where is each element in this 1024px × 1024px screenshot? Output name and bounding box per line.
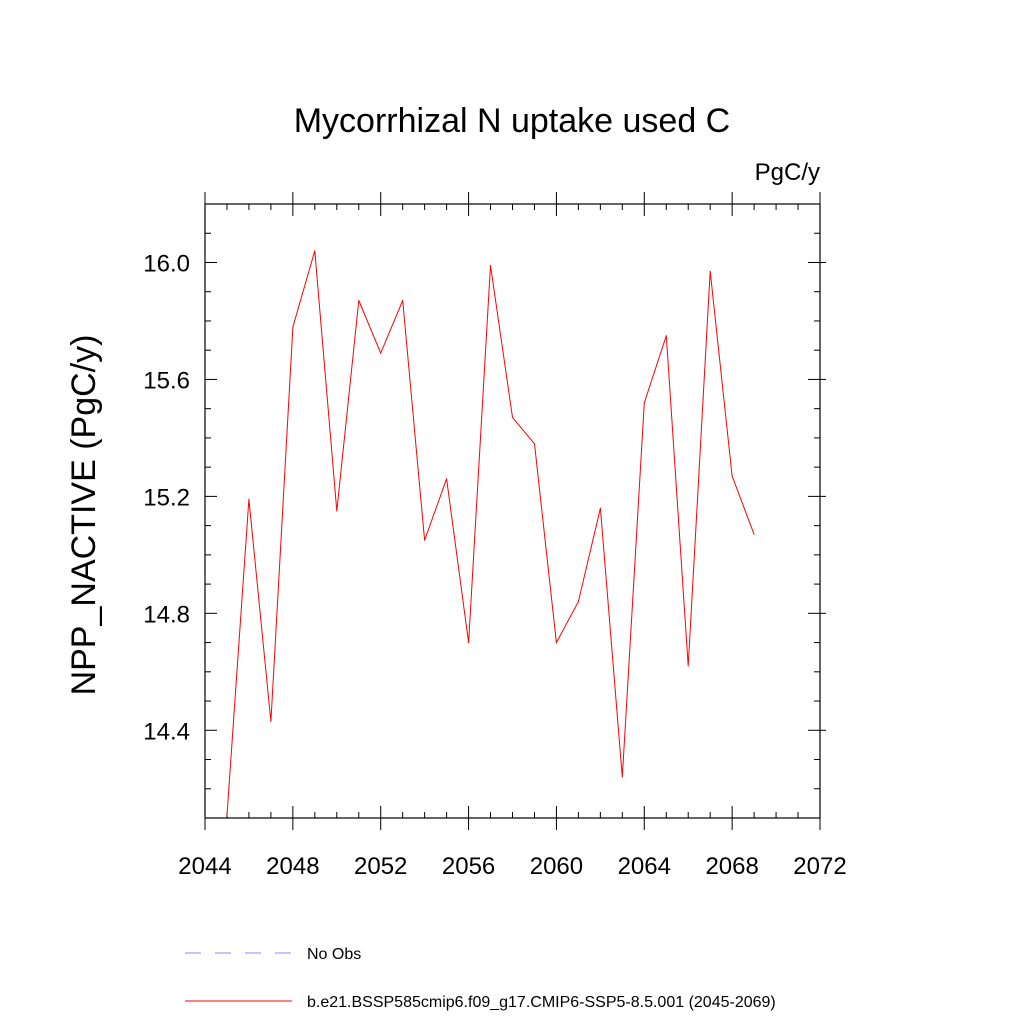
data-point (643, 402, 645, 404)
x-tick-label: 2044 (178, 853, 231, 880)
series-line (226, 250, 755, 816)
data-point (534, 443, 535, 445)
data-point (336, 510, 338, 512)
y-tick-label: 16.0 (143, 250, 190, 277)
data-point (226, 814, 228, 816)
y-tick-label: 14.4 (143, 718, 190, 745)
y-tick-label: 15.2 (143, 484, 190, 511)
data-point (292, 326, 294, 328)
plot-frame (204, 203, 821, 819)
data-point (358, 300, 360, 301)
axis-ticks (204, 192, 826, 830)
data-point (577, 601, 579, 603)
legend-label-no-obs: No Obs (307, 946, 361, 963)
y-tick-label: 15.6 (143, 367, 190, 394)
x-tick-label: 2060 (530, 853, 583, 880)
axis-tick-labels: 2044 2048 2052 2056 2060 2064 2068 2072 14.4 14.8… (143, 250, 846, 880)
data-point (446, 478, 448, 480)
data-point (248, 498, 250, 500)
data-point (380, 352, 382, 354)
data-point (512, 416, 513, 418)
data-point (555, 642, 557, 644)
data-point (731, 475, 733, 477)
x-tick-label: 2052 (354, 853, 407, 880)
x-tick-label: 2048 (266, 853, 319, 880)
chart-title: Mycorrhizal N uptake used C (294, 102, 731, 140)
data-point (490, 264, 491, 266)
legend-label-series: b.e21.BSSP585cmip6.f09_g17.CMIP6-SSP5-8.… (307, 994, 776, 1011)
units-label: PgC/y (755, 159, 820, 186)
data-point (687, 665, 689, 667)
data-point (753, 533, 755, 535)
data-point (709, 270, 711, 272)
data-point (314, 250, 316, 252)
x-tick-label: 2064 (618, 853, 671, 880)
data-point (402, 300, 404, 301)
y-axis-label: NPP_NACTIVE (PgC/y) (65, 335, 103, 696)
data-point (599, 507, 601, 509)
data-point (424, 539, 426, 541)
data-point (665, 335, 667, 337)
x-tick-label: 2068 (705, 853, 758, 880)
x-tick-label: 2072 (793, 853, 846, 880)
data-point (621, 776, 623, 778)
data-point (270, 721, 272, 722)
data-point (468, 642, 470, 644)
series-layer (226, 250, 755, 816)
y-tick-label: 14.8 (143, 601, 190, 628)
legend: No Obs b.e21.BSSP585cmip6.f09_g17.CMIP6-… (185, 946, 776, 1011)
x-tick-label: 2056 (442, 853, 495, 880)
